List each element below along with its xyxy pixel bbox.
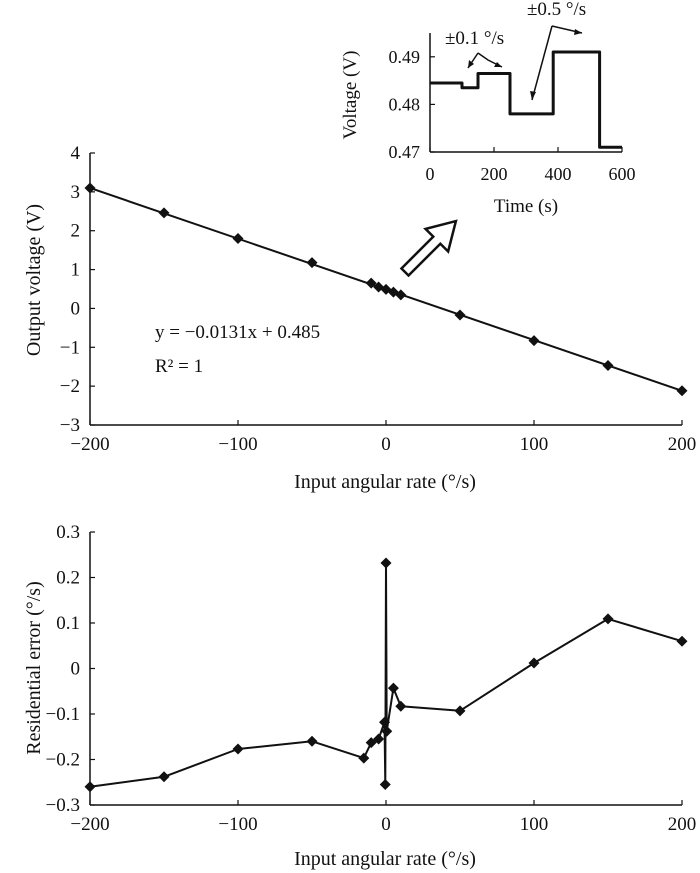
x-tick-label: 0 xyxy=(381,814,391,835)
inset-chart: 0 200 400 600 0.47 0.48 0.49 Time (s) Voltage… xyxy=(340,0,636,217)
series-line xyxy=(89,561,683,788)
x-tick-label: 200 xyxy=(668,814,697,835)
main-plot-area xyxy=(84,152,688,426)
residual-y-axis-label: Residential error (°/s) xyxy=(23,581,45,755)
data-point xyxy=(380,557,392,569)
residual-x-tick-labels: −200 −100 0 100 200 xyxy=(70,814,696,835)
data-point xyxy=(379,716,391,728)
inset-annotation-0-1: ±0.1 °/s xyxy=(445,28,504,49)
data-point xyxy=(454,705,466,717)
y-tick-label: 0.48 xyxy=(389,94,421,114)
main-y-tick-labels: −3 −2 −1 0 1 2 3 4 xyxy=(60,143,81,436)
data-point xyxy=(365,737,377,749)
inset-annotation-0-5: ±0.5 °/s xyxy=(527,0,586,20)
data-point xyxy=(676,635,688,647)
fit-equation: y = −0.0131x + 0.485 xyxy=(155,322,320,343)
data-point xyxy=(528,657,540,669)
y-tick-label: 0.2 xyxy=(56,568,80,589)
y-tick-label: 4 xyxy=(71,143,81,164)
annotation-arrow-0-1-right-head xyxy=(494,62,502,67)
annotation-arrow-0-5-down xyxy=(531,25,553,101)
inset-y-tick-labels: 0.47 0.48 0.49 xyxy=(389,47,421,162)
data-point xyxy=(602,360,614,372)
inset-y-axis-label: Voltage (V) xyxy=(340,51,361,140)
main-x-tick-labels: −200 −100 0 100 200 xyxy=(70,434,696,455)
data-point xyxy=(84,781,96,793)
y-tick-label: −1 xyxy=(60,337,80,358)
data-point xyxy=(381,725,393,737)
inset-plot-area xyxy=(429,33,623,153)
annotation-arrow-0-1-left-head xyxy=(468,60,474,68)
data-point xyxy=(395,700,407,712)
residual-plot-area xyxy=(84,531,688,806)
data-point xyxy=(395,289,407,301)
data-point xyxy=(373,733,385,745)
series-line xyxy=(430,50,622,149)
data-point xyxy=(528,335,540,347)
x-tick-label: −100 xyxy=(218,814,257,835)
y-tick-label: −0.1 xyxy=(46,704,80,725)
y-tick-label: 2 xyxy=(71,221,81,242)
y-tick-label: −0.2 xyxy=(46,750,80,771)
data-point xyxy=(365,277,377,289)
y-tick-label: −0.3 xyxy=(46,795,80,816)
y-tick-label: 0 xyxy=(71,659,81,680)
data-point xyxy=(306,257,318,269)
x-tick-label: 0 xyxy=(426,164,435,184)
data-point xyxy=(232,232,244,244)
y-tick-label: 0 xyxy=(71,298,81,319)
data-point xyxy=(358,752,370,764)
annotation-arrow-0-5-right-head xyxy=(574,29,582,35)
y-tick-label: 0.1 xyxy=(56,613,80,634)
data-point xyxy=(158,771,170,783)
x-tick-label: 0 xyxy=(381,434,391,455)
main-y-axis-label: Output voltage (V) xyxy=(23,204,45,356)
x-tick-label: 100 xyxy=(520,434,549,455)
residual-y-tick-labels: −0.3 −0.2 −0.1 0 0.1 0.2 0.3 xyxy=(46,522,80,816)
data-point xyxy=(454,309,466,321)
y-tick-label: 0.3 xyxy=(56,522,80,543)
x-tick-label: 200 xyxy=(481,164,508,184)
data-point xyxy=(387,682,399,694)
residual-x-axis-label: Input angular rate (°/s) xyxy=(294,848,476,870)
y-tick-label: −2 xyxy=(60,376,80,397)
x-tick-label: 200 xyxy=(668,434,697,455)
x-tick-label: −100 xyxy=(218,434,257,455)
y-tick-label: 0.49 xyxy=(389,47,421,67)
data-point xyxy=(232,743,244,755)
y-tick-label: −3 xyxy=(60,415,80,436)
inset-x-axis-label: Time (s) xyxy=(494,196,558,217)
data-point xyxy=(676,385,688,397)
y-tick-label: 1 xyxy=(71,260,81,281)
data-point xyxy=(158,207,170,219)
data-point xyxy=(306,735,318,747)
fit-r-squared: R² = 1 xyxy=(155,356,203,377)
y-tick-label: 0.47 xyxy=(389,142,421,162)
annotation-arrow-0-5-down-head xyxy=(530,91,536,100)
x-tick-label: 400 xyxy=(545,164,572,184)
x-tick-label: −200 xyxy=(70,814,109,835)
x-tick-label: −200 xyxy=(70,434,109,455)
data-point xyxy=(84,182,96,194)
main-x-axis-label: Input angular rate (°/s) xyxy=(294,471,476,493)
zoom-arrow-icon xyxy=(399,219,458,278)
data-point xyxy=(379,779,391,791)
x-tick-label: 600 xyxy=(609,164,636,184)
main-chart: −200 −100 0 100 200 −3 −2 −1 0 1 2 3 4 Input angula… xyxy=(23,143,696,493)
inset-x-tick-labels: 0 200 400 600 xyxy=(426,164,636,184)
data-point xyxy=(602,613,614,625)
x-tick-label: 100 xyxy=(520,814,549,835)
residual-chart: −200 −100 0 100 200 −0.3 −0.2 −0.1 0 0.1 0.2 0.3 I… xyxy=(23,522,696,870)
y-tick-label: 3 xyxy=(71,182,81,203)
